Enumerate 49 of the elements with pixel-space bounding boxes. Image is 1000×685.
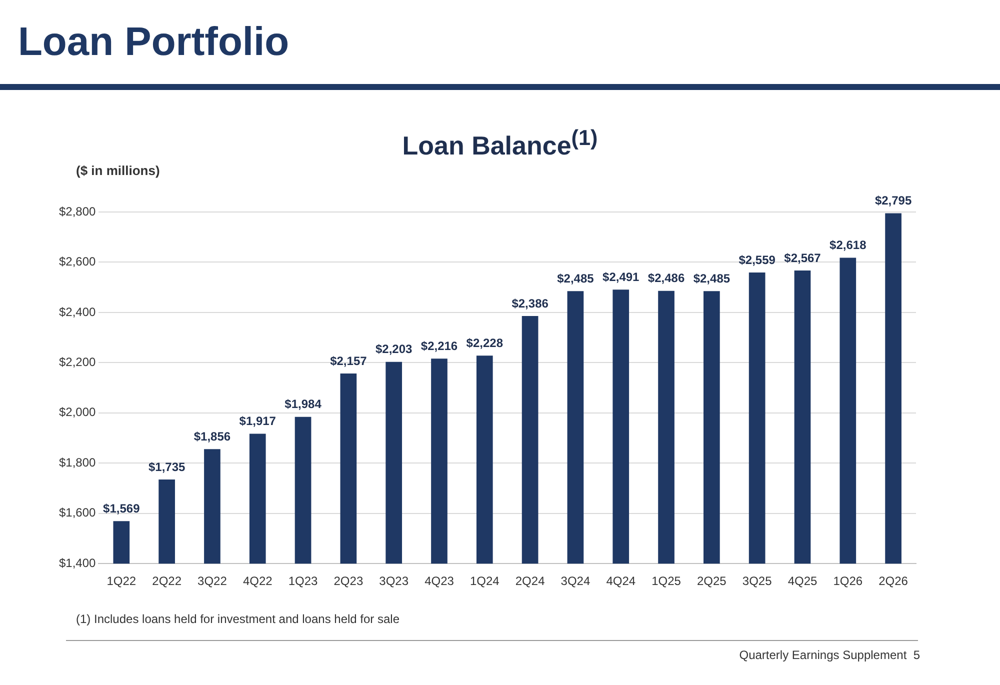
y-tick-label: $1,800 (59, 455, 96, 470)
x-tick-label: 2Q22 (152, 574, 182, 588)
x-tick-label: 4Q24 (606, 574, 636, 588)
y-tick-label: $2,600 (59, 254, 96, 269)
y-tick-label: $2,200 (59, 355, 96, 369)
x-tick-label: 3Q23 (379, 574, 409, 588)
x-tick-label: 4Q23 (424, 574, 454, 588)
data-label: $2,386 (512, 296, 549, 310)
text: (1) Includes loans held for investment and loans held for sale (76, 612, 400, 626)
x-tick-label: 3Q24 (560, 574, 590, 588)
chart-title: Loan Portfolio (18, 20, 290, 65)
x-tick-label: 1Q25 (652, 574, 682, 588)
data-label: $2,228 (466, 336, 504, 350)
x-tick-label: 4Q25 (788, 574, 818, 588)
data-label: $2,157 (330, 354, 368, 368)
data-label: $1,569 (103, 501, 140, 516)
data-label: $2,567 (784, 250, 822, 265)
text: Quarterly Earnings Supplement 5 (739, 648, 920, 662)
data-label: $2,485 (693, 271, 730, 286)
data-label: $2,485 (557, 271, 594, 286)
x-tick-label: 4Q22 (242, 574, 273, 588)
x-tick-label: 1Q23 (288, 574, 318, 588)
y-tick-label: $2,400 (59, 304, 96, 319)
data-label: $2,795 (874, 194, 912, 208)
x-tick-label: 2Q23 (334, 574, 364, 588)
data-label: $1,917 (239, 414, 276, 428)
x-tick-label: 2Q26 (878, 574, 908, 588)
data-label: $2,216 (420, 338, 458, 353)
data-label: $1,856 (194, 429, 231, 444)
data-label: $2,559 (738, 252, 776, 267)
data-label: $2,618 (830, 238, 867, 252)
x-tick-label: 3Q25 (742, 574, 772, 588)
data-label: $1,984 (284, 397, 322, 412)
x-tick-label: 2Q25 (696, 574, 727, 588)
x-tick-label: 1Q24 (470, 574, 500, 588)
data-label: $1,735 (148, 460, 186, 474)
data-label: $2,203 (375, 342, 413, 356)
y-tick-label: $1,400 (59, 556, 96, 570)
y-tick-label: $2,000 (59, 405, 96, 420)
y-tick-label: $1,600 (59, 506, 96, 520)
x-tick-label: 3Q22 (198, 574, 228, 588)
data-label: $2,486 (648, 271, 685, 286)
y-axis-title: ($ in millions) (76, 163, 160, 178)
x-tick-label: 2Q24 (515, 574, 546, 588)
y-tick-label: $2,800 (59, 204, 96, 218)
x-tick-label: 1Q22 (106, 574, 136, 588)
data-label: $2,491 (602, 270, 640, 284)
chart-subtitle: Loan Balance$^{(1)}$ (401, 125, 599, 162)
x-tick-label: 1Q26 (833, 574, 863, 588)
